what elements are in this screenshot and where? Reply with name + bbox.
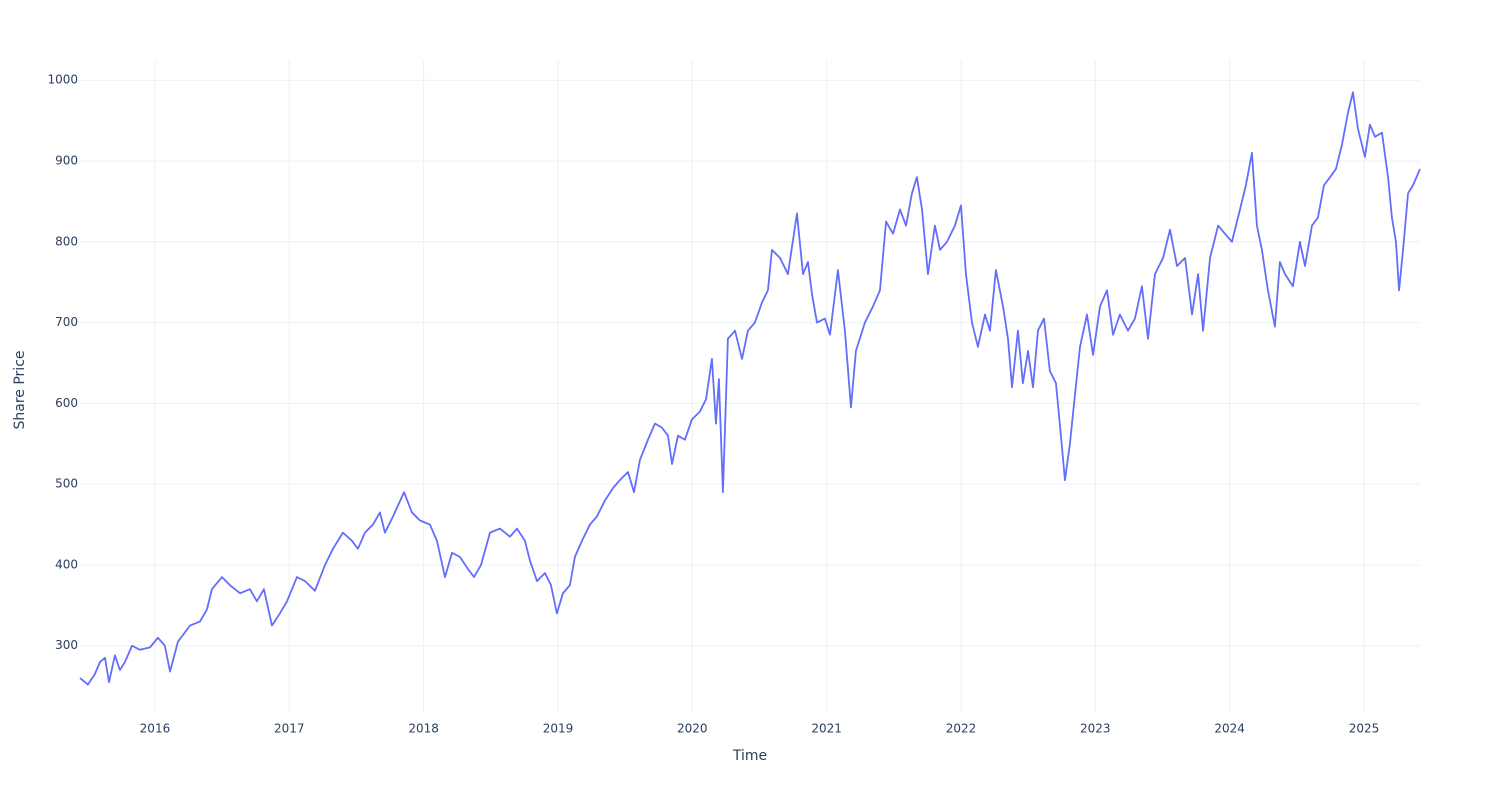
y-tick-label: 300	[55, 638, 78, 652]
x-tick-label: 2017	[274, 722, 305, 736]
x-axis-title: Time	[732, 748, 767, 764]
x-tick-label: 2016	[140, 722, 171, 736]
price-line	[79, 91, 1421, 686]
y-tick-label: 600	[55, 396, 78, 410]
x-tick-label: 2025	[1349, 722, 1380, 736]
y-tick-label: 700	[55, 315, 78, 329]
y-tick-label: 800	[55, 234, 78, 248]
x-tick-label: 2023	[1080, 722, 1111, 736]
x-tick-label: 2020	[677, 722, 708, 736]
x-tick-label: 2019	[543, 722, 574, 736]
y-tick-label: 1000	[47, 73, 78, 87]
y-tick-label: 500	[55, 477, 78, 491]
x-tick-label: 2021	[811, 722, 842, 736]
x-tick-label: 2024	[1214, 722, 1245, 736]
y-tick-label: 400	[55, 557, 78, 571]
y-axis-title: Share Price	[12, 350, 28, 429]
y-tick-label: 900	[55, 153, 78, 167]
x-tick-label: 2022	[946, 722, 977, 736]
x-tick-label: 2018	[408, 722, 439, 736]
